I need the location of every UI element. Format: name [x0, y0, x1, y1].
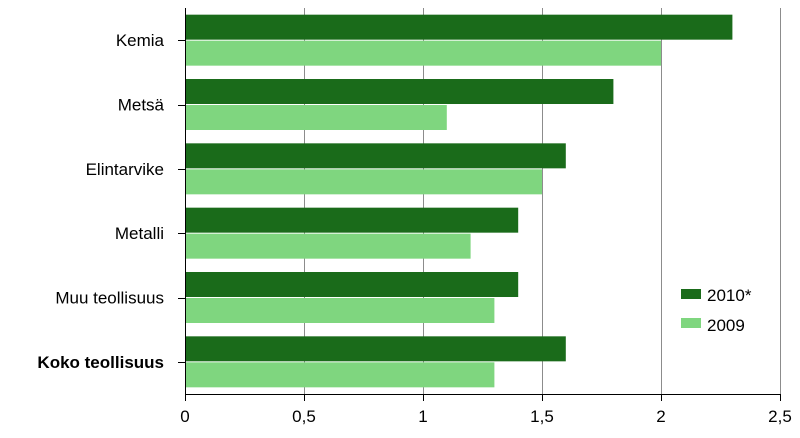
category-label-4: Muu teollisuus: [55, 289, 164, 308]
bar-2009-1: [185, 105, 447, 130]
x-tick-label-4: 2: [656, 407, 665, 426]
grid-layer: [304, 8, 781, 394]
legend-label-2009: 2009: [707, 316, 745, 335]
legend: 2010* 2009: [672, 276, 764, 340]
bar-2010-1: [185, 79, 614, 104]
legend-label-2010: 2010*: [707, 286, 752, 305]
category-label-0: Kemia: [116, 31, 165, 50]
x-tick-label-0: 0: [180, 407, 189, 426]
bar-2010-0: [185, 14, 733, 40]
legend-swatch-2010: [681, 289, 701, 299]
bar-2009-3: [185, 233, 471, 259]
category-label-2: Elintarvike: [86, 160, 164, 179]
x-tick-label-1: 0,5: [292, 407, 316, 426]
x-tick-label-2: 1: [418, 407, 427, 426]
bar-2010-3: [185, 207, 519, 233]
x-tick-label-5: 2,5: [768, 407, 792, 426]
category-label-5: Koko teollisuus: [37, 353, 164, 372]
bar-2009-5: [185, 362, 495, 388]
category-label-3: Metalli: [115, 224, 164, 243]
axis-layer: [178, 8, 781, 401]
bar-2009-2: [185, 169, 542, 195]
legend-background: [672, 276, 764, 340]
label-layer: Kemia Metsä Elintarvike Metalli Muu teollisu…: [37, 31, 791, 426]
bar-2010-2: [185, 143, 566, 169]
bar-layer: [185, 14, 733, 388]
x-tick-label-3: 1,5: [530, 407, 554, 426]
legend-swatch-2009: [681, 318, 701, 328]
bar-2010-5: [185, 336, 566, 362]
bar-2009-0: [185, 40, 661, 66]
category-label-1: Metsä: [118, 96, 165, 115]
bar-2010-4: [185, 272, 519, 297]
bar-2009-4: [185, 298, 495, 323]
